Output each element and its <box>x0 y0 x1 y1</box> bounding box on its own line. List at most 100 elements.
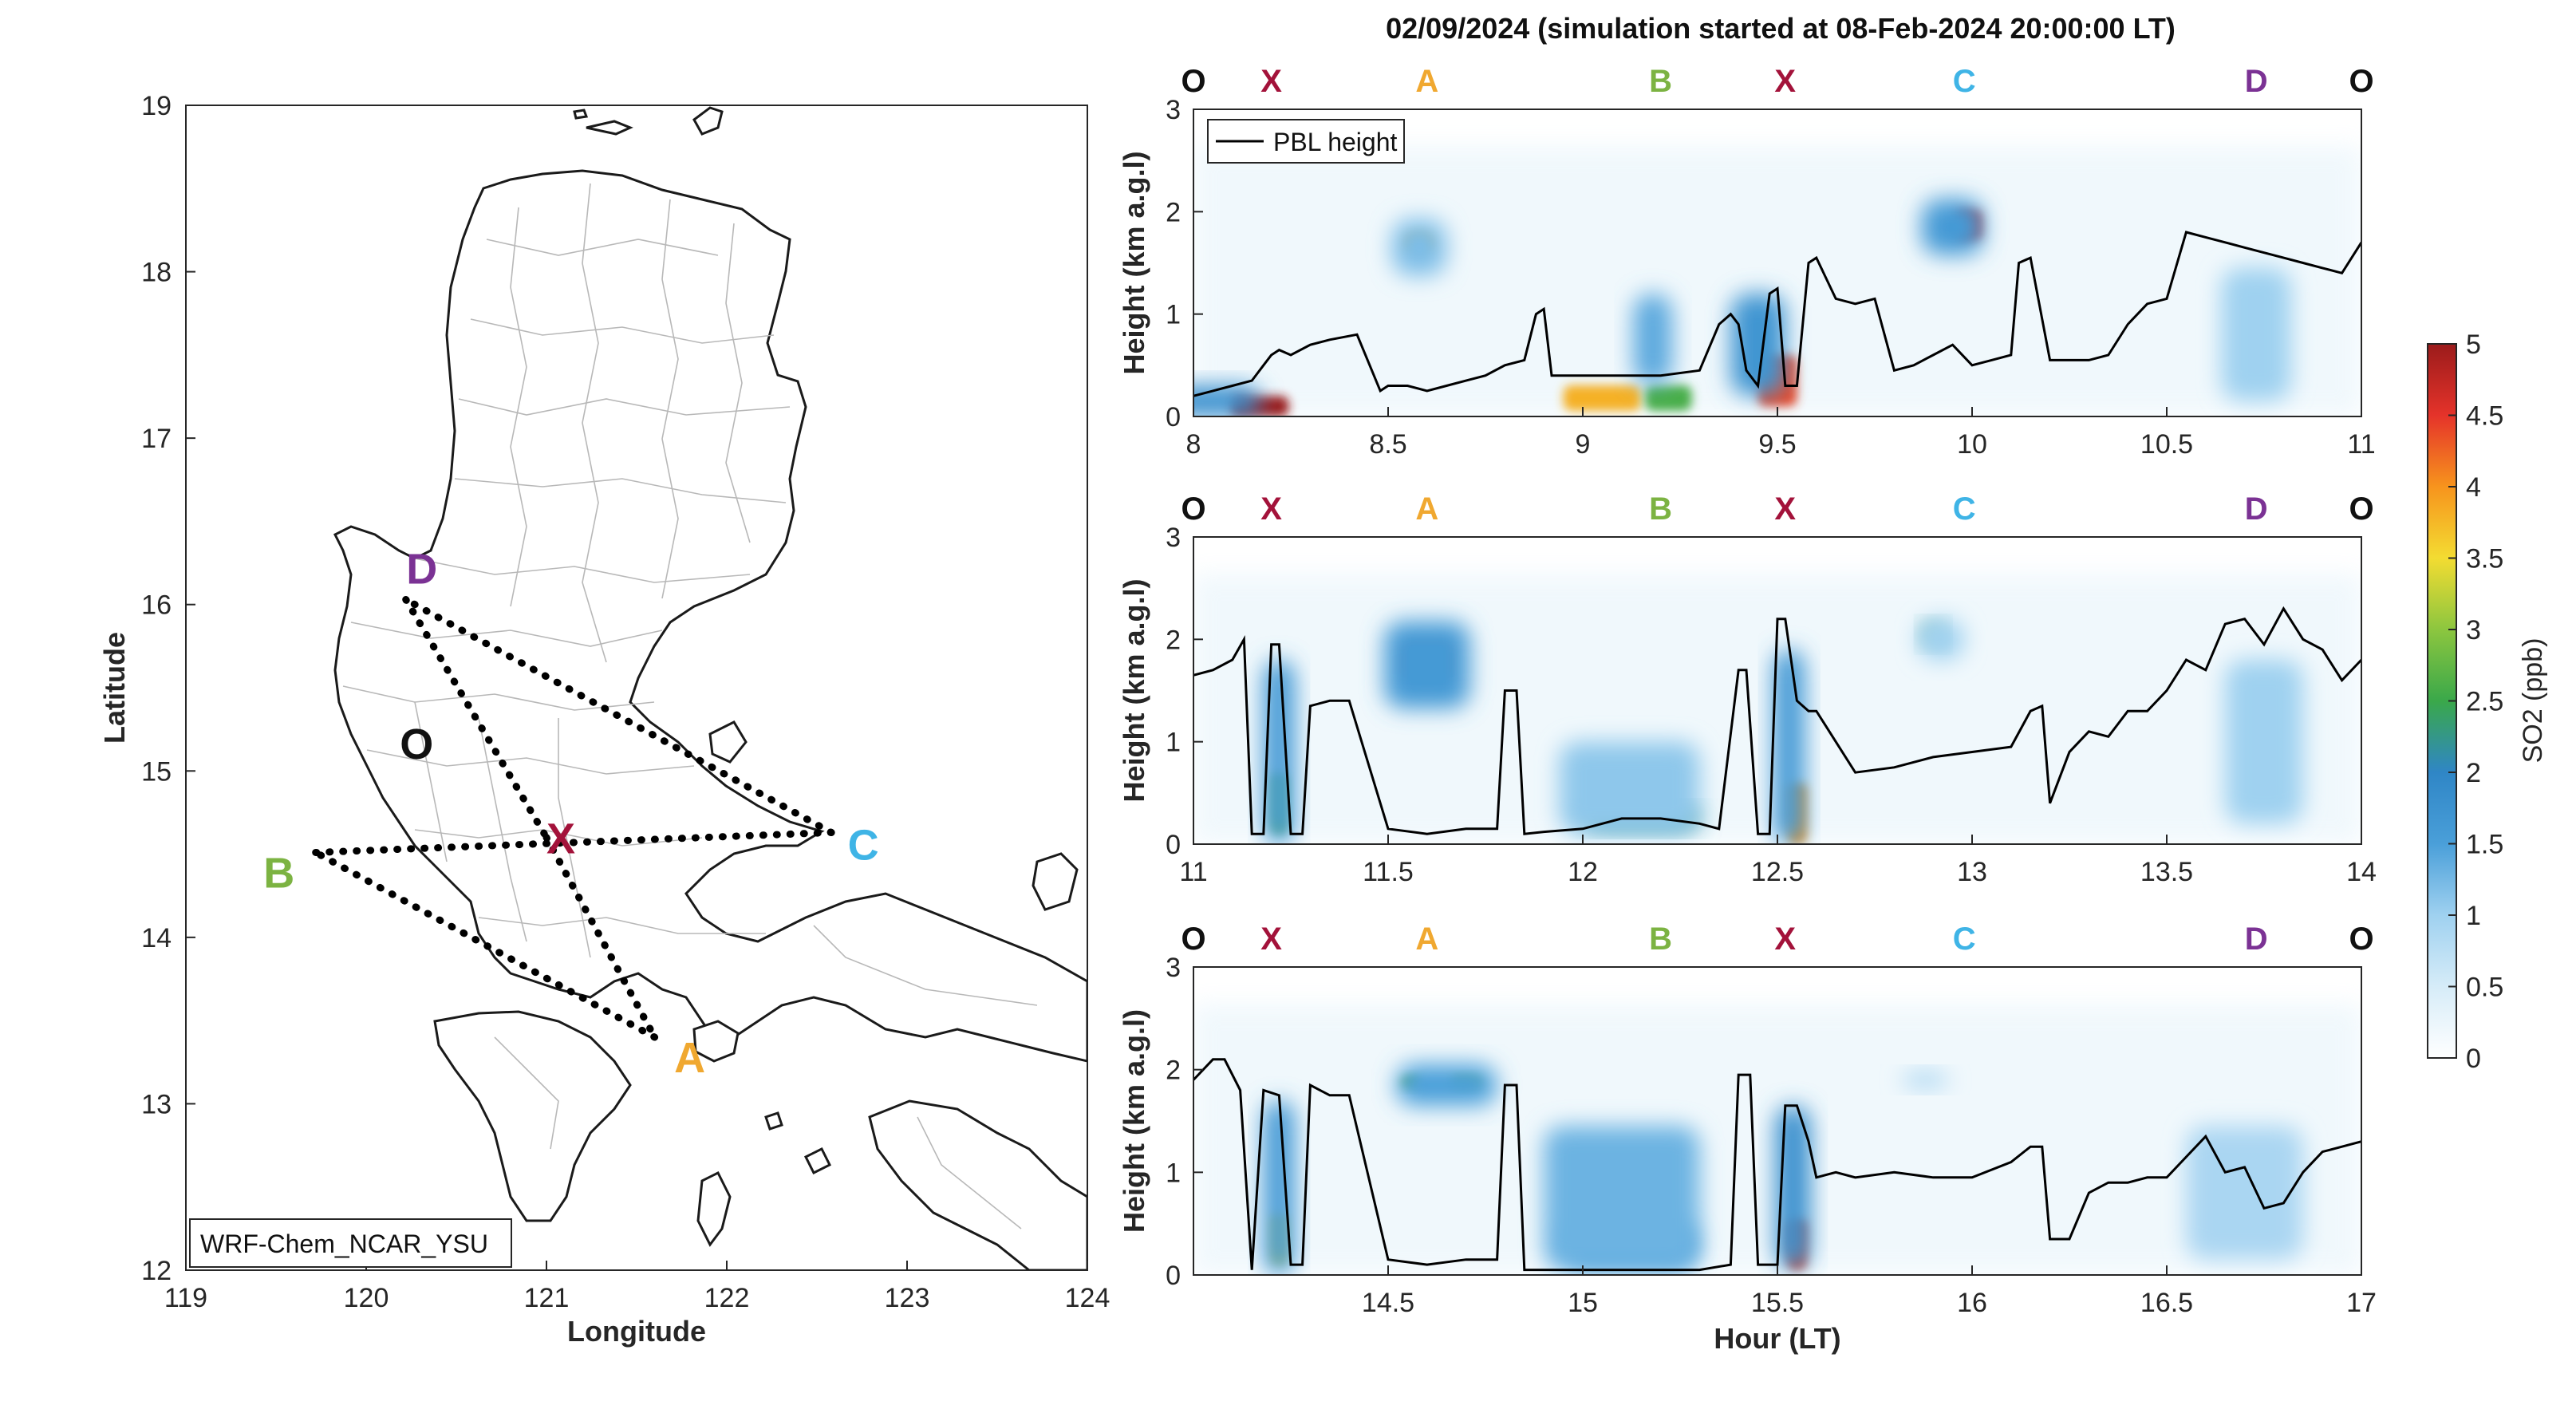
ytick-label: 0 <box>1166 830 1181 860</box>
route-label: A <box>1415 64 1438 99</box>
map-point-label: B <box>263 849 294 897</box>
ytick-label: 3 <box>1166 523 1181 553</box>
route-label: B <box>1649 922 1672 957</box>
xtick-label: 8.5 <box>1369 429 1406 460</box>
xtick-label: 14.5 <box>1362 1288 1414 1318</box>
route-label: X <box>1260 922 1282 957</box>
colorbar: 0 0.5 1 1.5 2 2.5 3 3.5 4 4.5 5 SO2 (ppb) <box>2427 330 2548 1074</box>
so2-cell <box>1193 385 1262 416</box>
southwest-islets <box>696 1111 832 1247</box>
map-xlabel: Longitude <box>567 1315 706 1348</box>
route-label: D <box>2245 491 2268 527</box>
map-ytick-label: 18 <box>141 258 172 288</box>
route-label: A <box>1415 922 1438 957</box>
colorbar-ticks: 0 0.5 1 1.5 2 2.5 3 3.5 4 4.5 5 <box>2448 330 2503 1074</box>
xtick-label: 12 <box>1568 857 1598 887</box>
route-label: B <box>1649 64 1672 99</box>
so2-cell <box>1263 1100 1295 1275</box>
xtick-label: 9 <box>1576 429 1591 460</box>
colorbar-tick-label: 5 <box>2466 330 2481 360</box>
xtick-label: 11 <box>1179 857 1207 887</box>
so2-field <box>1193 574 2361 844</box>
so2-cell <box>1544 1126 1700 1270</box>
model-label: WRF-Chem_NCAR_YSU <box>200 1229 488 1258</box>
pbl-height-line <box>1193 606 2361 835</box>
xtick-label: 8 <box>1186 429 1201 460</box>
xtick-label: 10 <box>1957 429 1987 460</box>
babuyan-islands <box>573 106 724 136</box>
map-ytick-label: 13 <box>141 1089 172 1119</box>
marinduque-island <box>692 1020 740 1063</box>
map-ytick-label: 15 <box>141 756 172 787</box>
polillo-island <box>708 720 748 764</box>
so2-cell <box>1921 199 1984 255</box>
map-xtick-label: 123 <box>885 1283 930 1313</box>
route-label: C <box>1953 922 1976 957</box>
route-label: O <box>2349 922 2373 957</box>
map-point-label: C <box>848 821 879 869</box>
so2-field <box>1193 146 2361 416</box>
ytick-label: 2 <box>1166 1056 1181 1086</box>
panel-ylabel: Height (km a.g.l) <box>1118 1009 1150 1233</box>
pbl-legend: PBL height <box>1207 119 1405 164</box>
colorbar-tick-label: 1 <box>2466 901 2481 931</box>
map-ytick-label: 17 <box>141 424 172 454</box>
map-xtick-label: 122 <box>704 1283 750 1313</box>
colorbar-tick-label: 3.5 <box>2466 544 2503 574</box>
route-label: C <box>1953 491 1976 527</box>
visayas-landmass <box>868 1099 1087 1270</box>
ytick-label: 0 <box>1166 1261 1181 1291</box>
map-point-label: D <box>406 545 437 593</box>
route-label: O <box>2349 64 2373 99</box>
colorbar-tick-label: 4 <box>2466 472 2481 503</box>
ytick-label: 3 <box>1166 953 1181 983</box>
map-point-label: A <box>674 1034 705 1082</box>
map-ytick-label: 14 <box>141 923 172 953</box>
route-label: O <box>1181 491 1205 527</box>
so2-cell <box>1395 1064 1497 1106</box>
xtick-label: 11.5 <box>1363 857 1414 887</box>
model-label-box <box>189 1218 512 1268</box>
xtick-label: 15 <box>1568 1288 1598 1318</box>
panel-ylabel: Height (km a.g.l) <box>1118 578 1150 802</box>
ytick-label: 2 <box>1166 625 1181 655</box>
route-label: X <box>1774 922 1796 957</box>
colorbar-tick-label: 2.5 <box>2466 687 2503 717</box>
map-point-label: O <box>400 720 433 768</box>
map-point-label: X <box>546 815 575 863</box>
pbl-legend-label: PBL height <box>1273 128 1397 156</box>
ytick-label: 1 <box>1166 300 1181 330</box>
panel-ylabel: Height (km a.g.l) <box>1118 151 1150 374</box>
colorbar-tick-label: 1.5 <box>2466 830 2503 860</box>
map-xtick-label: 124 <box>1065 1283 1110 1313</box>
so2-cell <box>1902 1072 1949 1088</box>
colorbar-label: SO2 (ppb) <box>2518 638 2548 764</box>
so2-cell <box>1730 294 1785 397</box>
map-ytick-label: 16 <box>141 590 172 621</box>
xtick-label: 16 <box>1957 1288 1987 1318</box>
so2-cell <box>1645 385 1692 411</box>
xtick-label: 9.5 <box>1758 429 1796 460</box>
map-ytick-label: 19 <box>141 91 172 121</box>
map-route <box>312 595 835 1041</box>
map-ytick-label: 12 <box>141 1256 172 1286</box>
figure-title: 02/09/2024 (simulation started at 08-Feb… <box>1386 12 2176 45</box>
route-label: X <box>1774 64 1796 99</box>
colorbar-tick-label: 0 <box>2466 1044 2481 1074</box>
map-xtick-label: 121 <box>524 1283 570 1313</box>
colorbar-tick-label: 3 <box>2466 615 2481 645</box>
route-label: O <box>1181 922 1205 957</box>
pbl-height-line <box>1193 231 2361 397</box>
colorbar-tick-label: 2 <box>2466 758 2481 788</box>
ytick-label: 1 <box>1166 1158 1181 1188</box>
route-segment <box>312 828 835 856</box>
ytick-label: 3 <box>1166 95 1181 125</box>
panel-3: 14.5 15 15.5 16 16.5 17 0 1 2 3 Height (km a.g.l) H… <box>1118 922 2377 1355</box>
map-ticks: 119 120 121 122 123 124 12 13 14 15 16 17 18 19 <box>141 91 1110 1313</box>
colorbar-tick-label: 0.5 <box>2466 973 2503 1003</box>
route-label: X <box>1260 491 1282 527</box>
xtick-label: 14 <box>2346 857 2377 887</box>
xtick-label: 13.5 <box>2140 857 2193 887</box>
